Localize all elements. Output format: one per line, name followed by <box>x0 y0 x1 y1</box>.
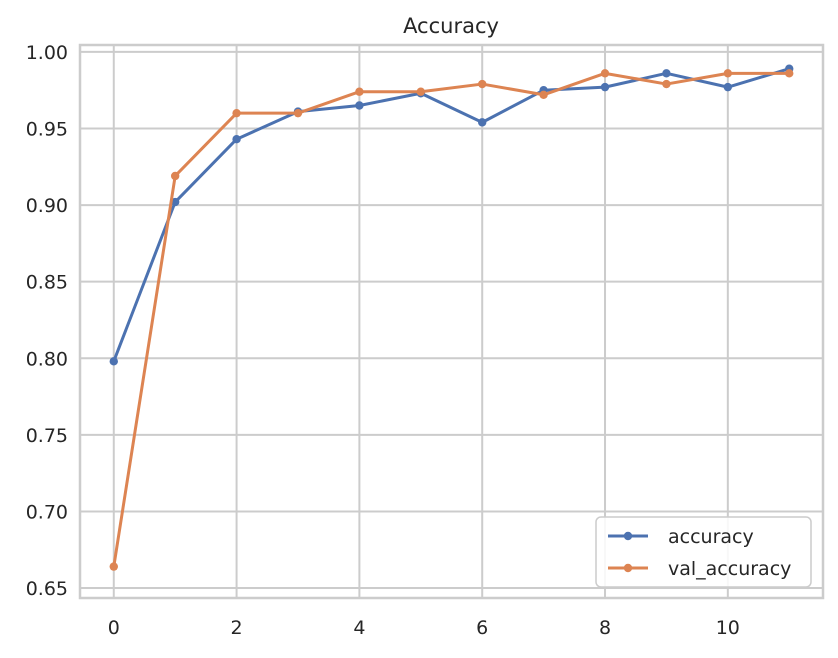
data-point-val-accuracy <box>662 79 671 89</box>
y-tick-label: 0.65 <box>26 578 68 600</box>
data-point-accuracy <box>600 82 610 92</box>
chart-title: Accuracy <box>403 14 499 38</box>
data-point-val-accuracy <box>355 87 364 96</box>
series-line-val-accuracy <box>112 71 791 569</box>
data-point-val-accuracy <box>109 562 118 571</box>
y-tick-label: 0.90 <box>26 195 68 217</box>
data-point-accuracy <box>355 101 364 110</box>
x-tick-label: 4 <box>353 617 365 639</box>
y-tick-label: 0.75 <box>26 425 68 447</box>
legend: accuracy val_accuracy <box>595 516 812 588</box>
data-point-val-accuracy <box>539 90 548 99</box>
legend-label-accuracy: accuracy <box>668 526 754 548</box>
data-point-accuracy <box>109 357 118 366</box>
data-point-val-accuracy <box>232 108 241 118</box>
legend-marker-val-accuracy <box>623 563 633 573</box>
data-point-accuracy <box>170 197 180 207</box>
legend-label-val-accuracy: val_accuracy <box>668 558 791 580</box>
data-point-val-accuracy <box>478 79 487 89</box>
x-tick-label: 8 <box>599 617 611 639</box>
legend-box <box>595 516 812 588</box>
axis-tick-labels: 0 2 4 6 8 10 0.65 0.70 0.75 0.80 0.85 0.90 0.95 1.00 <box>26 42 740 639</box>
data-point-accuracy <box>723 82 733 92</box>
data-point-val-accuracy <box>170 171 180 181</box>
y-tick-label: 0.70 <box>26 501 68 523</box>
y-tick-label: 0.95 <box>26 118 68 140</box>
data-point-accuracy <box>232 135 241 144</box>
series-line-accuracy <box>112 67 791 363</box>
grid-lines <box>80 45 823 598</box>
data-point-val-accuracy <box>293 108 303 118</box>
data-point-val-accuracy <box>785 69 794 78</box>
data-point-val-accuracy <box>416 87 425 96</box>
legend-marker-accuracy <box>623 531 633 541</box>
x-tick-label: 10 <box>716 617 740 639</box>
data-point-accuracy <box>662 69 671 78</box>
x-tick-label: 2 <box>231 617 243 639</box>
x-tick-label: 6 <box>476 617 488 639</box>
y-tick-label: 0.80 <box>26 348 68 370</box>
data-point-accuracy <box>478 118 487 127</box>
y-tick-label: 1.00 <box>26 42 68 64</box>
x-tick-label: 0 <box>108 617 120 639</box>
data-point-val-accuracy <box>600 69 610 78</box>
series-group <box>109 64 794 571</box>
plot-area-frame <box>78 43 825 600</box>
data-point-val-accuracy <box>723 69 733 78</box>
y-tick-label: 0.85 <box>26 272 68 294</box>
